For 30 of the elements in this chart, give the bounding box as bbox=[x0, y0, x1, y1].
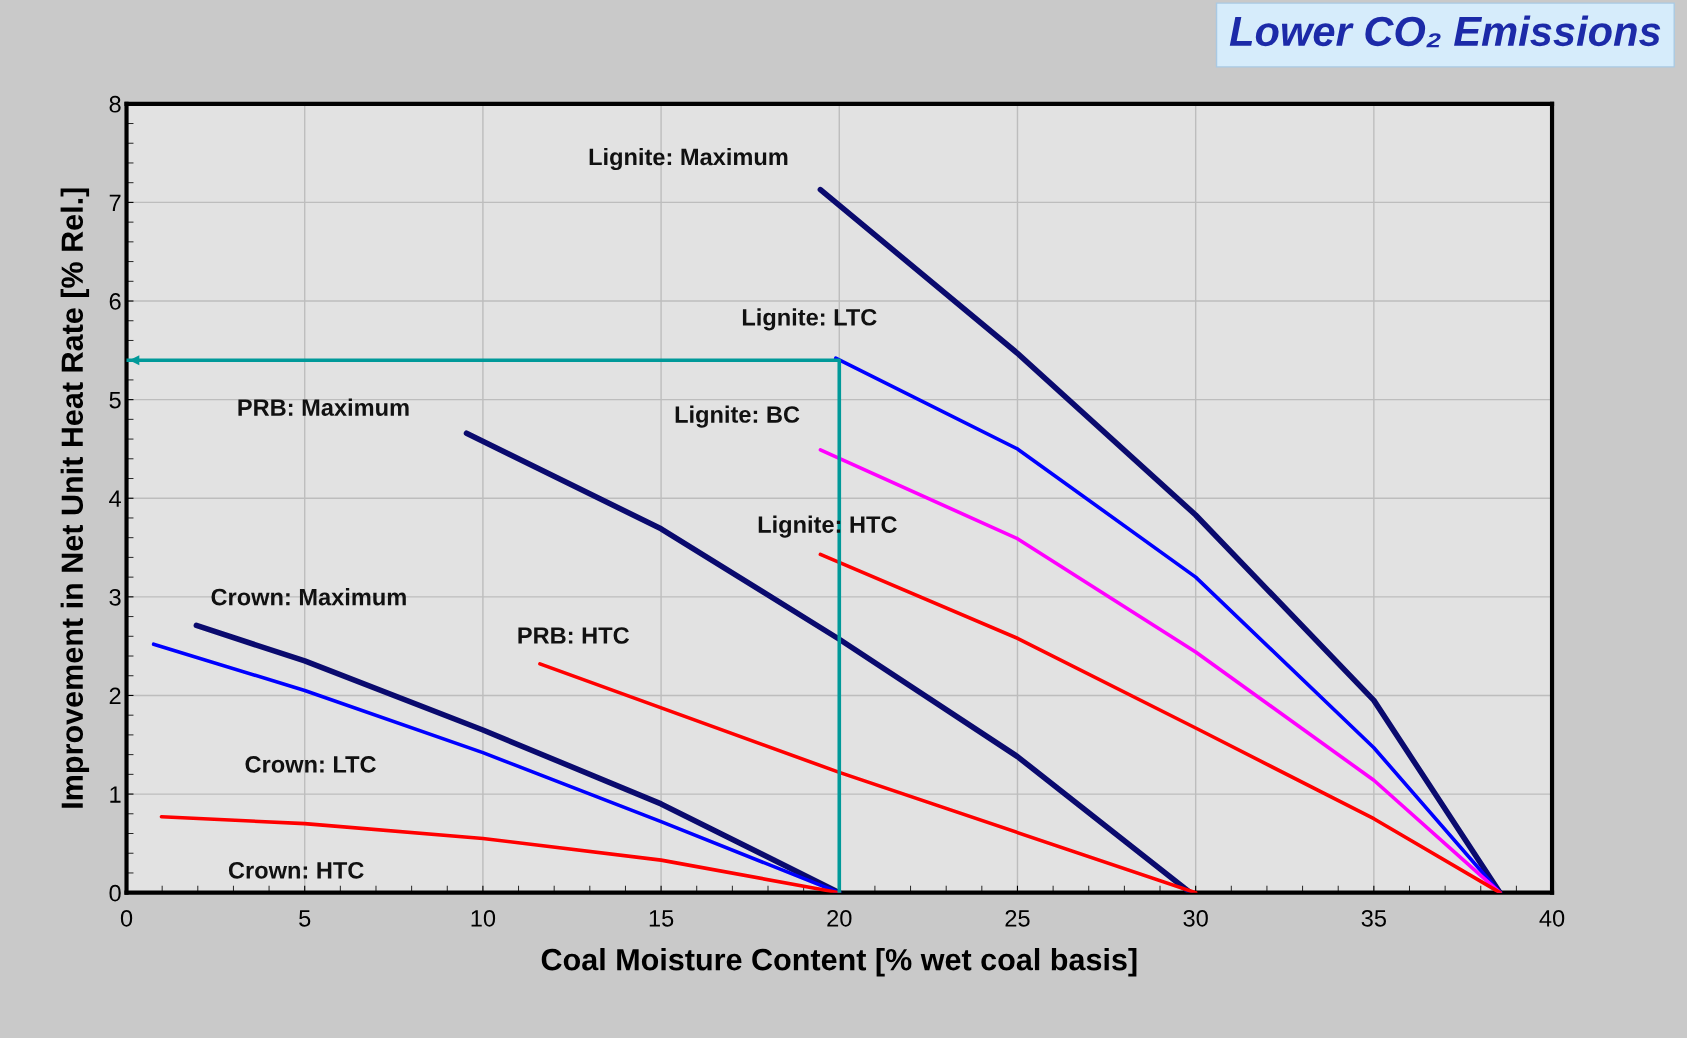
x-tick-label: 5 bbox=[299, 910, 311, 927]
series-label: Lignite: LTC bbox=[742, 308, 877, 331]
series-label: Lignite: BC bbox=[675, 405, 800, 428]
series-label: Crown: HTC bbox=[228, 861, 364, 879]
text: PRB: Maximum bbox=[238, 398, 409, 416]
series-label: Crown: LTC bbox=[245, 756, 376, 773]
x-tick-label: 25 bbox=[1005, 909, 1030, 927]
y-tick-label: 5 bbox=[109, 391, 121, 409]
x-tick-label: 20 bbox=[827, 909, 852, 927]
x-tick-label: 10 bbox=[471, 909, 496, 927]
x-axis-title: Coal Moisture Content [% wet coal basis] bbox=[541, 948, 1137, 977]
x-tick-label: 0 bbox=[120, 909, 133, 927]
x-tick-label: 35 bbox=[1361, 909, 1386, 927]
text: Lower CO₂ Emissions bbox=[1229, 15, 1661, 48]
y-tick-label: 8 bbox=[109, 95, 121, 113]
y-tick-label: 4 bbox=[109, 490, 121, 507]
y-tick-label: 0 bbox=[109, 884, 121, 902]
y-tick-label: 1 bbox=[110, 786, 121, 803]
y-tick-label: 3 bbox=[109, 588, 121, 606]
x-tick-label: 30 bbox=[1183, 909, 1208, 927]
y-axis-title: Improvement in Net Unit Heat Rate [% Rel.] bbox=[60, 188, 90, 808]
y-tick-label: 7 bbox=[109, 194, 121, 211]
series-label: PRB: HTC bbox=[518, 627, 630, 644]
x-tick-label: 40 bbox=[1539, 909, 1565, 927]
line-series bbox=[818, 552, 1502, 893]
y-tick-label: 6 bbox=[109, 293, 121, 310]
y-tick-label: 2 bbox=[109, 687, 121, 705]
series-label: Lignite: Maximum bbox=[589, 147, 788, 171]
series-label: Crown: Maximum bbox=[211, 588, 406, 606]
x-tick-label: 15 bbox=[649, 910, 674, 927]
